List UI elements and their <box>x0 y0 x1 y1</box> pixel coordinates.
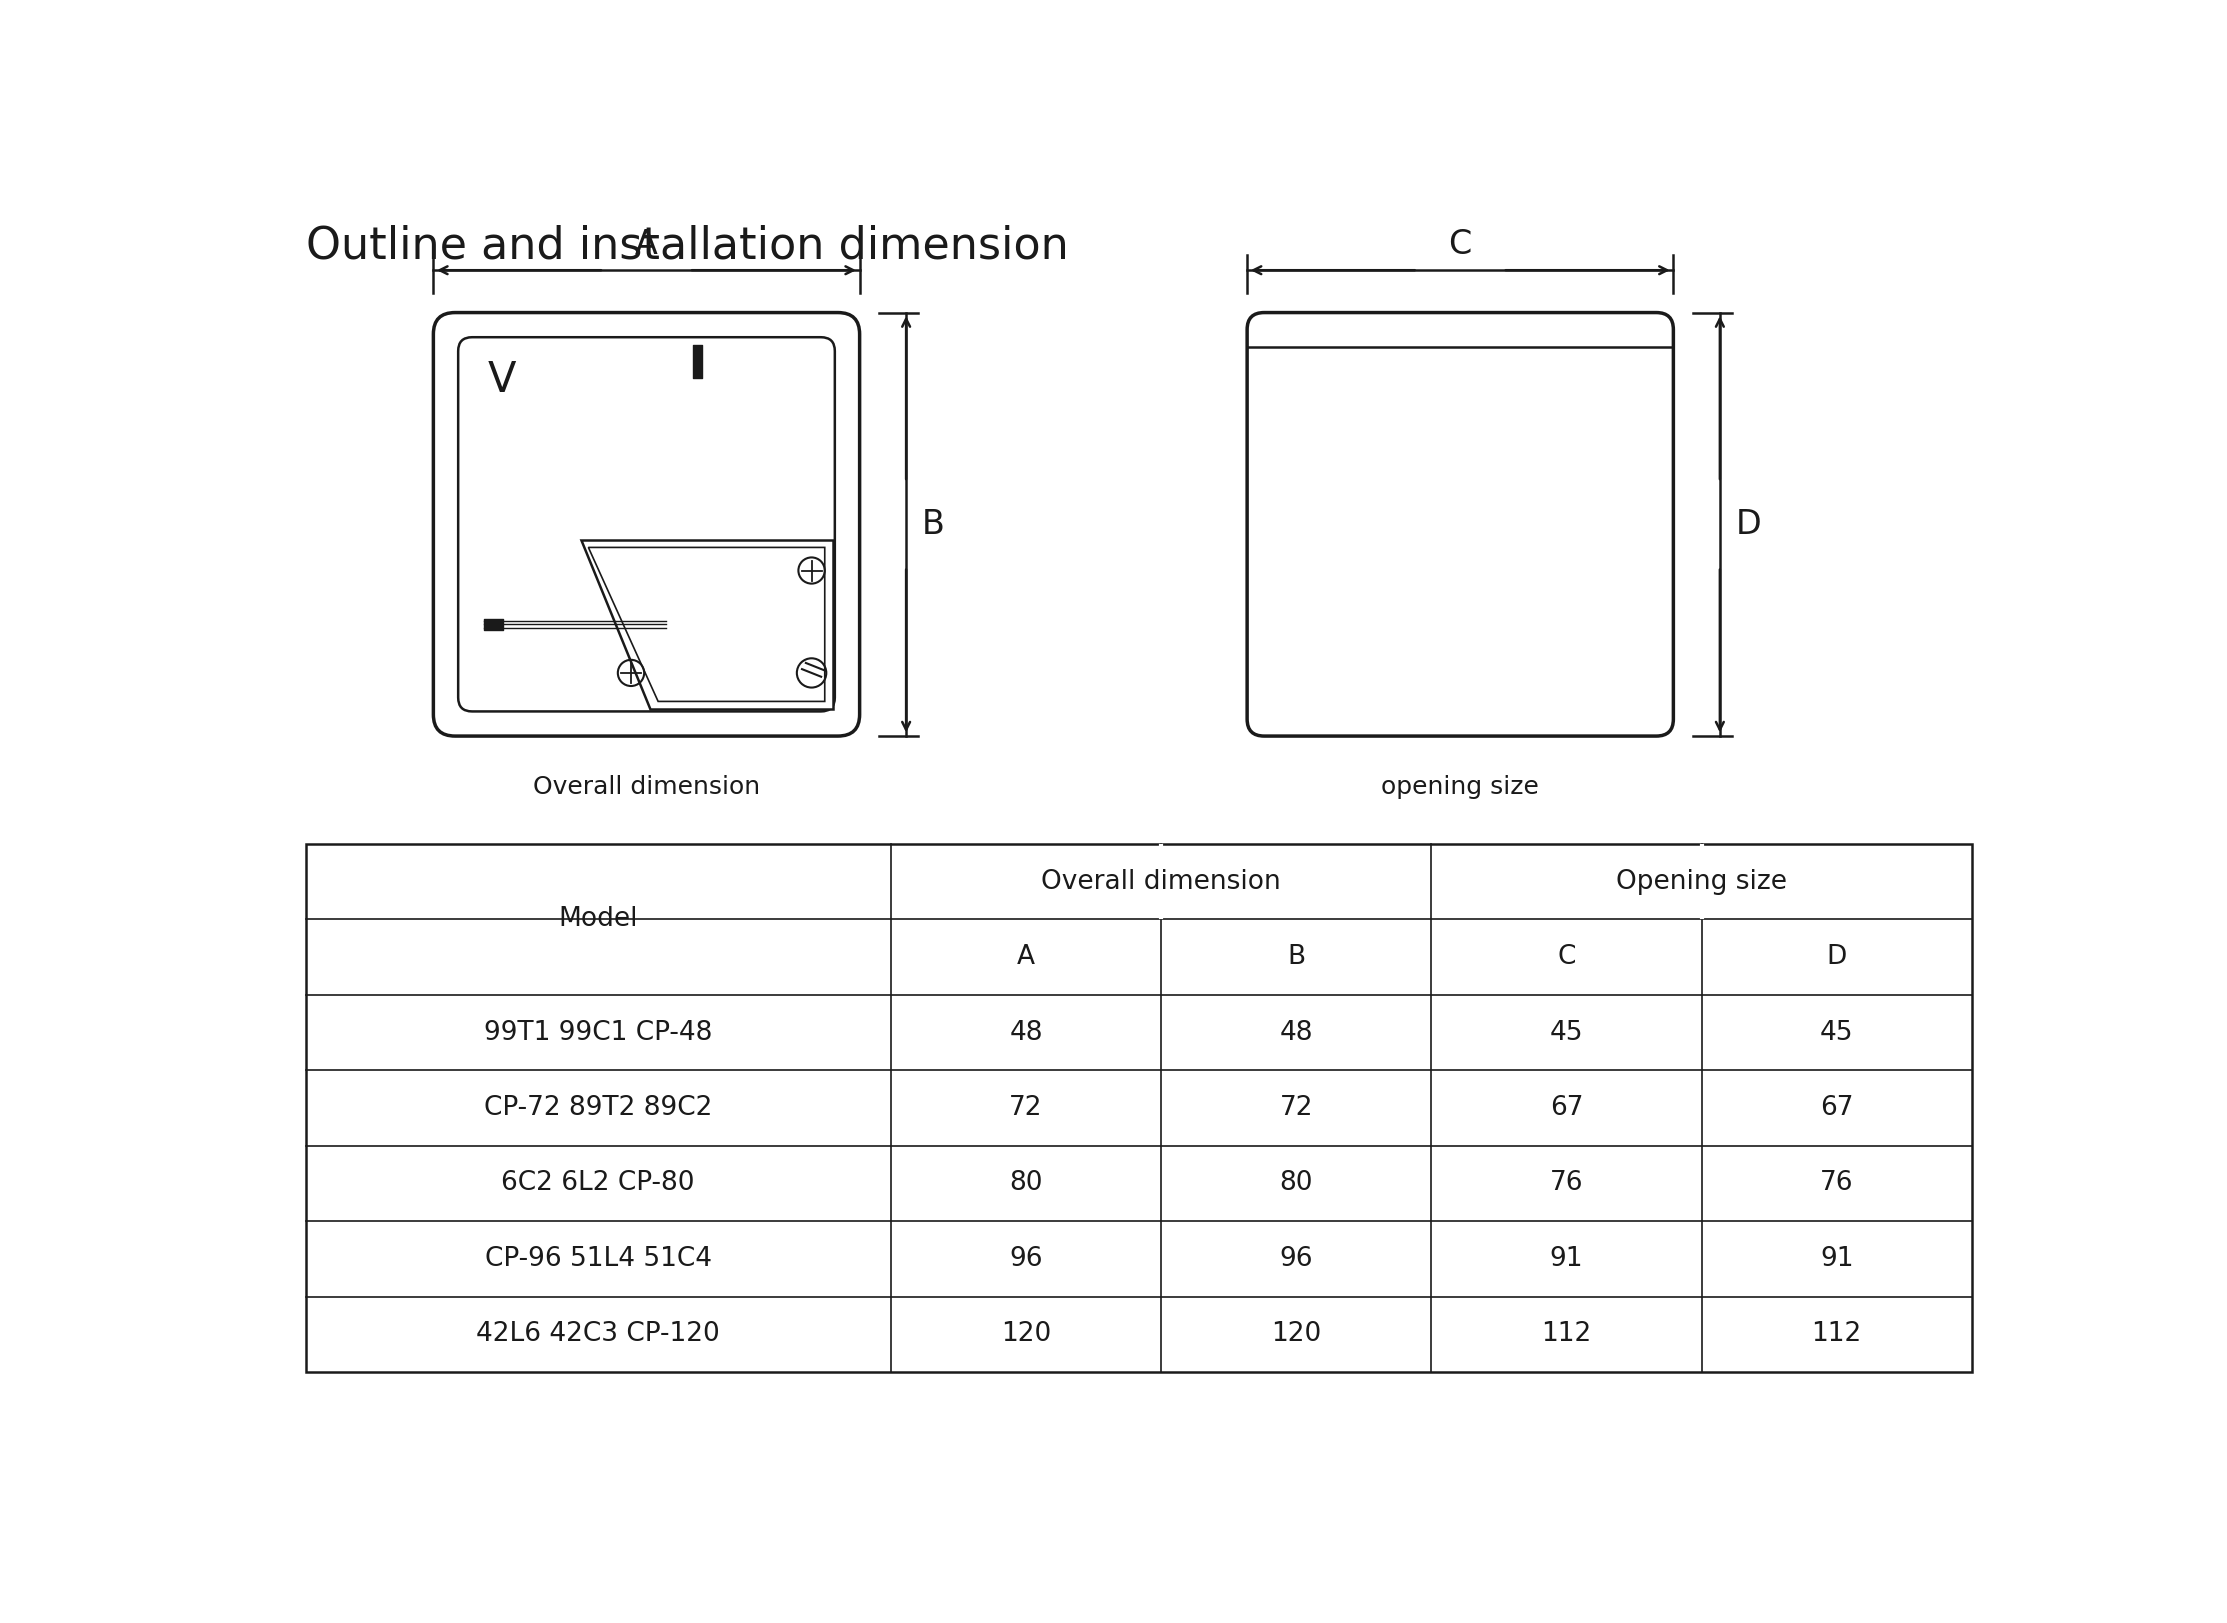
Text: Model: Model <box>559 906 637 932</box>
Text: 96: 96 <box>1281 1246 1314 1272</box>
Text: 76: 76 <box>1819 1170 1853 1196</box>
Text: C: C <box>1557 945 1577 971</box>
Text: 42L6 42C3 CP-120: 42L6 42C3 CP-120 <box>477 1321 719 1347</box>
Text: 91: 91 <box>1819 1246 1853 1272</box>
Text: Outline and installation dimension: Outline and installation dimension <box>305 224 1069 268</box>
Polygon shape <box>581 540 833 709</box>
Text: 80: 80 <box>1281 1170 1314 1196</box>
Text: A: A <box>635 227 657 261</box>
Text: 91: 91 <box>1550 1246 1583 1272</box>
FancyBboxPatch shape <box>1247 313 1672 737</box>
FancyBboxPatch shape <box>459 338 835 711</box>
Text: opening size: opening size <box>1381 774 1539 799</box>
Text: 67: 67 <box>1550 1096 1583 1121</box>
Text: Opening size: Opening size <box>1617 868 1786 894</box>
Text: 120: 120 <box>1272 1321 1321 1347</box>
Text: 99T1 99C1 CP-48: 99T1 99C1 CP-48 <box>483 1019 713 1045</box>
Text: D: D <box>1735 508 1762 540</box>
Text: 45: 45 <box>1819 1019 1853 1045</box>
Text: D: D <box>1826 945 1846 971</box>
Text: Overall dimension: Overall dimension <box>532 774 759 799</box>
Text: Overall dimension: Overall dimension <box>1042 868 1281 894</box>
Text: V: V <box>488 359 517 401</box>
Bar <box>305 844 1971 1371</box>
Text: 6C2 6L2 CP-80: 6C2 6L2 CP-80 <box>501 1170 695 1196</box>
Text: 112: 112 <box>1541 1321 1592 1347</box>
Text: CP-72 89T2 89C2: CP-72 89T2 89C2 <box>483 1096 713 1121</box>
Text: 112: 112 <box>1811 1321 1862 1347</box>
Text: 67: 67 <box>1819 1096 1853 1121</box>
Text: A: A <box>1018 945 1036 971</box>
Text: 120: 120 <box>1000 1321 1051 1347</box>
Text: CP-96 51L4 51C4: CP-96 51L4 51C4 <box>485 1246 713 1272</box>
Text: 76: 76 <box>1550 1170 1583 1196</box>
Text: 72: 72 <box>1009 1096 1042 1121</box>
Text: 96: 96 <box>1009 1246 1042 1272</box>
Text: 48: 48 <box>1009 1019 1042 1045</box>
Text: 45: 45 <box>1550 1019 1583 1045</box>
Text: 80: 80 <box>1009 1170 1042 1196</box>
FancyBboxPatch shape <box>434 313 860 737</box>
Text: 48: 48 <box>1281 1019 1314 1045</box>
Text: C: C <box>1448 227 1472 261</box>
Text: B: B <box>922 508 944 540</box>
Text: B: B <box>1287 945 1305 971</box>
Text: 72: 72 <box>1281 1096 1314 1121</box>
